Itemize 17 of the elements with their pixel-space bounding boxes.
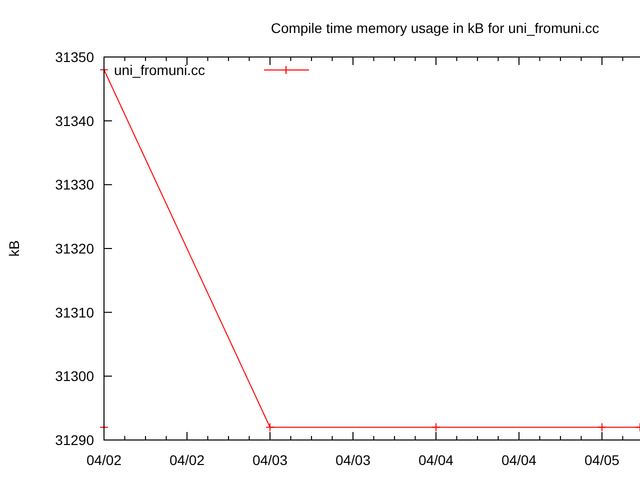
series-label: uni_fromuni.cc <box>114 62 206 78</box>
x-tick-label: 04/04 <box>418 452 454 468</box>
x-tick-label: 04/05 <box>584 452 620 468</box>
x-tick-label: 04/02 <box>169 452 205 468</box>
y-tick-label: 31350 <box>55 49 94 65</box>
chart-title: Compile time memory usage in kB for uni_fromuni.cc <box>270 20 600 36</box>
y-tick-label: 31330 <box>55 176 94 193</box>
y-tick-label: 31340 <box>55 112 94 129</box>
x-tick-label: 04/03 <box>252 452 288 468</box>
x-tick-label: 04/02 <box>86 452 122 468</box>
y-tick-label: 31300 <box>55 368 94 384</box>
y-tick-label: 31310 <box>55 304 94 320</box>
x-tick-label: 04/03 <box>335 452 371 468</box>
y-tick-label: 31290 <box>55 432 94 448</box>
y-tick-label: 31320 <box>55 240 94 256</box>
y-axis-title: kB <box>6 240 22 257</box>
x-tick-label: 04/04 <box>501 452 537 468</box>
